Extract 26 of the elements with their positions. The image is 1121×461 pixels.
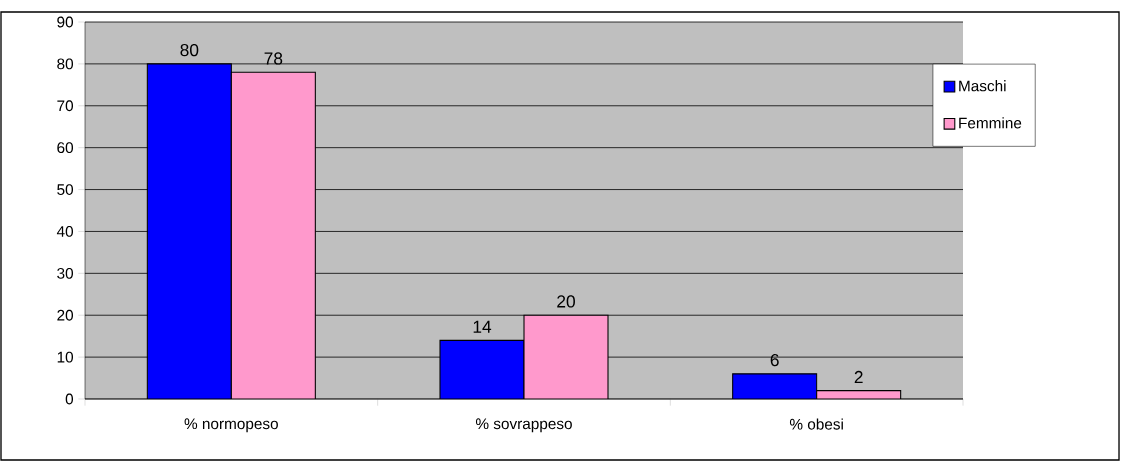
bar: [439, 339, 525, 399]
data-label: 78: [264, 52, 283, 65]
bar: [523, 314, 609, 399]
data-label: 6: [770, 353, 779, 367]
legend-label: Maschi: [959, 80, 1006, 92]
bar: [146, 63, 232, 399]
x-tick-label: % sovrappeso: [475, 418, 572, 433]
y-tick-label: 80: [57, 58, 74, 70]
y-tick-label: 90: [57, 16, 74, 28]
data-label: 20: [557, 295, 575, 308]
y-tick-label: 60: [57, 142, 74, 154]
bar: [230, 71, 316, 399]
y-tick-label: 20: [57, 309, 74, 321]
y-tick-label: 50: [57, 184, 74, 195]
y-tick-label: 0: [65, 393, 74, 405]
y-tick-label: 70: [57, 100, 74, 112]
y-tick-label: 30: [57, 267, 74, 279]
legend-label: Femmine: [959, 117, 1022, 129]
y-tick-label: 40: [56, 226, 74, 237]
data-label: 80: [180, 43, 199, 57]
bar: [732, 373, 818, 399]
data-label: 2: [854, 370, 863, 383]
x-tick-label: % obesi: [789, 418, 843, 430]
y-tick-label: 10: [57, 351, 74, 363]
data-label: 14: [473, 320, 492, 333]
x-tick-label: % normopeso: [184, 418, 278, 433]
